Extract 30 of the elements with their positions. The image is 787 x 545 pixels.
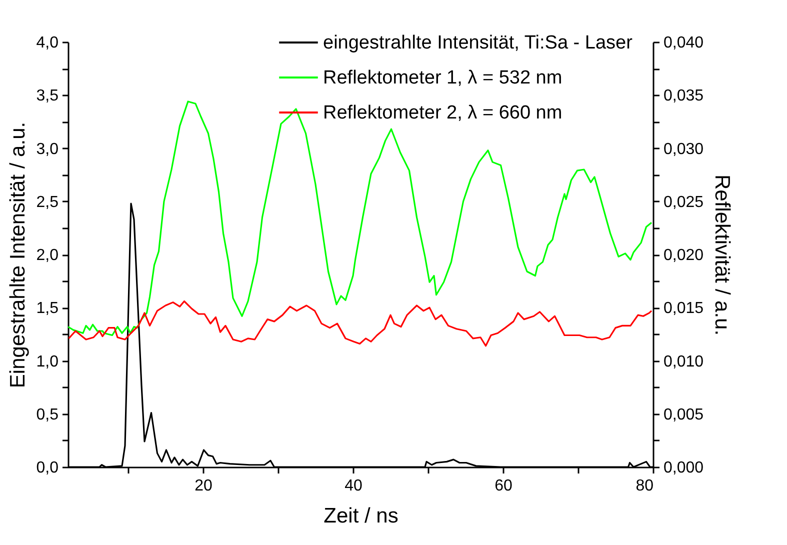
legend-label: Reflektometer 1, λ = 532 nm: [323, 68, 562, 88]
x-axis-title: Zeit / ns: [324, 504, 398, 528]
y2-tick-label: 0,030: [664, 140, 704, 158]
legend-label: Reflektometer 2, λ = 660 nm: [323, 102, 562, 124]
y-axis-title: Eingestrahlte Intensität / a.u.: [6, 122, 30, 388]
legend-label: eingestrahlte Intensität, Ti:Sa - Laser: [323, 32, 634, 54]
x-tick-label: 40: [344, 478, 362, 494]
y-tick-label: 1,0: [36, 353, 59, 370]
y-tick-label: 1,5: [36, 300, 59, 318]
line-series: [68, 100, 652, 336]
y2-tick-label: 0,010: [664, 353, 704, 370]
y2-tick-label: 0,040: [664, 34, 704, 52]
line-series: [68, 300, 652, 347]
y-tick-label: 0,0: [36, 460, 59, 476]
y-tick-label: 4,0: [36, 34, 59, 52]
y2-tick-label: 0,035: [664, 88, 704, 105]
y2-tick-label: 0,000: [664, 460, 704, 476]
x-tick-label: 20: [194, 478, 212, 494]
y2-tick-label: 0,015: [664, 300, 704, 318]
y-tick-label: 3,0: [36, 140, 59, 158]
y2-tick-label: 0,025: [664, 194, 704, 211]
y2-tick-label: 0,005: [664, 406, 704, 424]
y-tick-label: 2,0: [36, 247, 59, 264]
x-tick-label: 60: [494, 478, 512, 494]
x-tick-label: 80: [636, 478, 654, 494]
y-tick-label: 3,5: [36, 88, 59, 105]
y-tick-label: 2,5: [36, 194, 59, 211]
y2-axis-title: Reflektivität / a.u.: [710, 174, 734, 336]
y2-tick-label: 0,020: [664, 247, 704, 264]
y-tick-label: 0,5: [36, 406, 59, 424]
